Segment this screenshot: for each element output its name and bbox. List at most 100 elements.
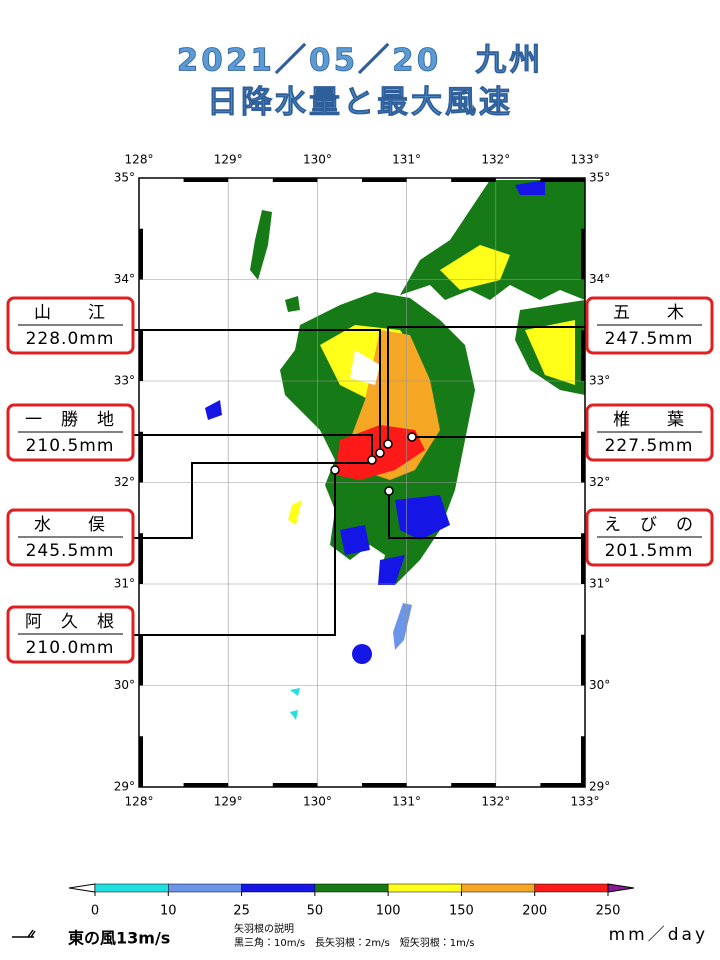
leader-line [133,434,373,460]
lon-label: 128° [125,153,154,167]
frame-segment [139,228,143,280]
colorbar-tick-label: 100 [376,904,401,919]
colorbar-tick-label: 10 [160,904,177,919]
frame-segment [139,533,143,584]
rain-area [525,320,575,385]
frame-segment [139,330,143,381]
lon-label: 130° [303,153,332,167]
colorbar-bin [534,883,609,893]
station-point [375,448,385,458]
leader-line [387,326,587,444]
frame-segment [139,736,143,787]
station-point [383,439,393,449]
colorbar-tick-label: 0 [91,904,99,919]
wind-note: 黒三角：10m/s 長矢羽根：2m/s 短矢羽根：1m/s [234,936,474,949]
rain-area [340,525,370,555]
lat-label: 31° [589,577,610,591]
frame-segment [362,178,407,182]
station-name: 水 俣 [34,515,106,535]
land [393,603,412,650]
land [290,688,300,696]
colorbar-unit: mm／day [609,925,708,945]
frame-segment [183,783,229,787]
title-line: 2021／05／20 九州 [177,43,544,79]
lon-label: 132° [481,153,510,167]
lat-label: 31° [114,577,135,591]
frame-segment [581,228,585,280]
colorbar-bin [241,883,316,893]
lon-label: 133° [571,153,600,167]
land [205,400,222,420]
lat-label: 32° [114,475,135,489]
colorbar-tick-label: 25 [233,904,250,919]
wind-legend-label: 東の風13m/s [68,929,170,948]
lon-label: 131° [392,795,421,809]
station-point [330,465,340,475]
frame-segment [581,533,585,584]
station-amount: 228.0mm [26,329,115,349]
station-point [384,486,394,496]
colorbar-under [68,883,96,893]
lon-label: 129° [214,153,243,167]
colorbar-tick-label: 200 [522,904,547,919]
station-name: 椎 葉 [613,410,685,430]
lon-label: 131° [392,153,421,167]
frame-segment [581,330,585,381]
frame-segment [272,178,318,182]
frame-segment [451,178,496,182]
station-points [330,432,417,496]
rain-area [378,555,405,585]
lat-label: 35° [114,171,135,185]
leader-line [133,462,372,539]
colorbar-bin [461,883,535,893]
station-amount: 210.5mm [26,436,115,456]
lon-label: 132° [481,795,510,809]
frame-segment [540,783,585,787]
wind-legend: 東の風13m/s 矢羽根の説明 黒三角：10m/s 長矢羽根：2m/s 短矢羽根… [12,922,708,949]
frame-segment [139,431,143,483]
station-name: 五 木 [613,303,685,323]
frame-segment [272,783,318,787]
rain-area [515,180,545,195]
colorbar-tick-label: 250 [596,904,621,919]
frame-segment [362,783,407,787]
sea [350,350,380,385]
lat-label: 29° [589,780,610,794]
lat-label: 32° [589,475,610,489]
lon-label: 133° [571,795,600,809]
lat-label: 33° [114,374,135,388]
lon-label: 128° [125,795,154,809]
land [352,644,372,664]
lat-label: 30° [589,678,610,692]
station-name: 一 勝 地 [25,410,115,430]
colorbar-bin [94,883,169,893]
station-name: 阿 久 根 [25,612,115,632]
lat-label: 29° [114,780,135,794]
station-amount: 210.0mm [26,638,115,658]
rain-area [395,495,450,540]
frame-segment [139,634,143,686]
lon-label: 129° [214,795,243,809]
frame-segment [581,431,585,483]
colorbar-bin [168,883,242,893]
station-amount: 245.5mm [26,541,115,561]
lat-label: 30° [114,678,135,692]
wind-note: 矢羽根の説明 [234,922,294,935]
colorbar-bin [314,883,389,893]
land [288,500,302,525]
colorbar-tick-label: 150 [449,904,474,919]
land [250,210,272,280]
land [290,710,298,720]
map-area [138,177,586,788]
frame-segment [183,178,229,182]
colorbar-tick-label: 50 [307,904,324,919]
land [285,296,300,312]
colorbar-bin [387,883,462,893]
station-name: 山 江 [34,303,106,323]
frame-segment [581,634,585,686]
leader-line [388,491,587,539]
station-amount: 247.5mm [605,329,694,349]
leader-lines [133,326,587,636]
title-line: 日降水量と最大風速 [207,85,513,121]
